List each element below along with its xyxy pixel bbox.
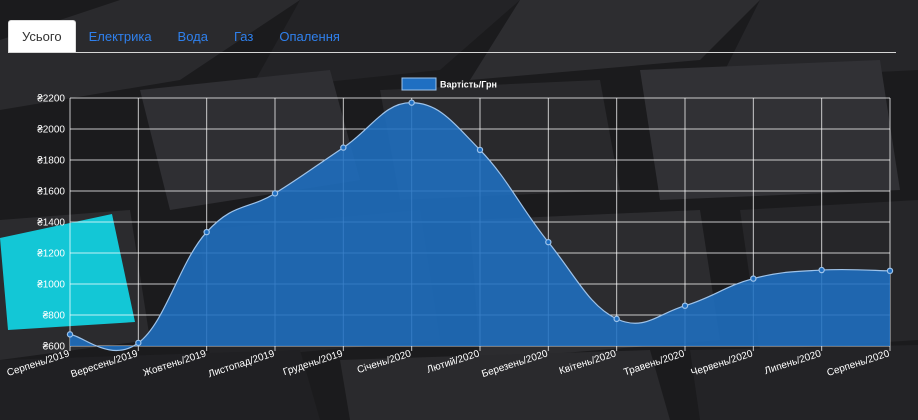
y-tick-label: ₴1400 (37, 218, 65, 229)
data-point (408, 99, 415, 106)
y-tick-label: ₴600 (43, 342, 66, 353)
data-point (476, 146, 484, 154)
x-tick-label: Вересень/2019 (70, 348, 140, 380)
legend-label: Вартість/Грн (440, 80, 497, 90)
y-tick-label: ₴2000 (37, 125, 65, 136)
tab-bar: Усього Електрика Вода Газ Опалення (8, 20, 896, 53)
tab-electricity[interactable]: Електрика (88, 29, 152, 44)
x-tick-label: Лютий/2020 (426, 348, 482, 375)
legend-swatch (401, 77, 437, 91)
data-point (203, 228, 210, 236)
x-tick-label: Травень/2020 (622, 348, 686, 378)
data-point (886, 267, 894, 275)
tab-heating[interactable]: Опалення (279, 29, 340, 44)
data-point (545, 238, 552, 246)
data-point (135, 339, 142, 347)
y-tick-label: ₴1800 (37, 156, 65, 167)
x-tick-label: Серпень/2020 (826, 348, 892, 379)
x-tick-label: Листопад/2019 (207, 348, 276, 380)
data-point (613, 315, 620, 323)
x-tick-label: Серпень/2019 (6, 348, 72, 379)
x-tick-label: Грудень/2019 (282, 348, 345, 378)
series-area (70, 102, 890, 351)
tab-water[interactable]: Вода (177, 29, 208, 44)
data-point (681, 302, 689, 309)
tab-total[interactable]: Усього (8, 20, 76, 52)
x-tick-label: Березень/2020 (480, 348, 549, 380)
y-tick-label: ₴1200 (37, 249, 65, 260)
data-point (750, 275, 757, 282)
y-tick-label: ₴800 (43, 311, 66, 322)
y-tick-label: ₴1000 (37, 280, 65, 291)
tab-gas[interactable]: Газ (233, 29, 254, 44)
x-tick-label: Січень/2020 (356, 348, 413, 376)
cyan-block (0, 214, 135, 330)
x-tick-label: Липень/2020 (763, 348, 823, 377)
x-tick-label: Квітень/2020 (558, 348, 618, 377)
series-line (69, 102, 891, 352)
data-point (271, 190, 279, 197)
data-point (66, 331, 74, 338)
x-tick-label: Жовтень/2019 (142, 348, 208, 379)
y-tick-label: ₴2200 (37, 94, 65, 105)
x-tick-label: Червень/2020 (690, 348, 755, 378)
data-point (340, 144, 347, 151)
y-tick-label: ₴1600 (37, 187, 65, 198)
data-point (818, 266, 825, 274)
